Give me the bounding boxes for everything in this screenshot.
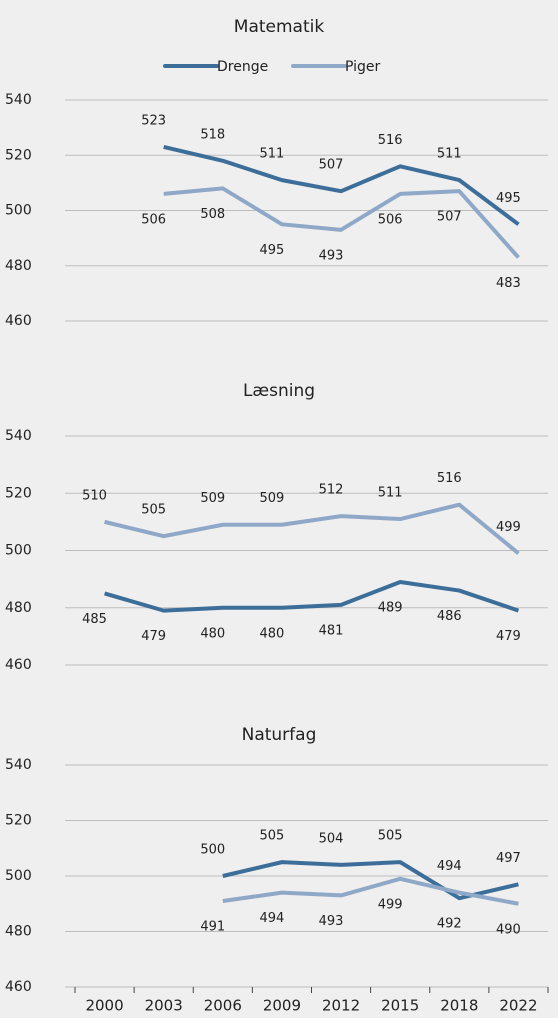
data-label: 481: [319, 623, 344, 638]
legend-label: Drenge: [217, 59, 268, 75]
y-tick-label: 540: [5, 92, 32, 108]
data-label: 486: [437, 609, 462, 624]
line: [163, 186, 520, 259]
data-label: 508: [200, 207, 225, 222]
x-tick-label: 2015: [381, 997, 419, 1015]
y-tick-label: 520: [5, 147, 32, 163]
chart-title: Naturfag: [242, 725, 317, 745]
data-label: 493: [319, 248, 344, 263]
data-label: 511: [437, 147, 462, 162]
x-tick-label: 2006: [204, 997, 242, 1015]
data-label: 485: [82, 612, 107, 627]
data-label: 511: [378, 486, 403, 501]
data-label: 480: [260, 626, 285, 641]
data-label: 489: [378, 600, 403, 615]
data-label: 505: [260, 829, 285, 844]
data-label: 516: [437, 471, 462, 486]
y-tick-label: 480: [5, 924, 32, 940]
line: [104, 502, 520, 555]
data-label: 490: [496, 922, 521, 937]
data-label: 494: [437, 859, 462, 874]
y-tick-label: 540: [5, 757, 32, 773]
data-label: 504: [319, 831, 344, 846]
x-tick-label: 2009: [263, 997, 301, 1015]
line: [163, 145, 520, 226]
data-label: 507: [319, 158, 344, 173]
x-tick-label: 2012: [322, 997, 360, 1015]
data-label: 505: [141, 503, 166, 518]
line: [104, 579, 520, 613]
data-label: 500: [200, 843, 225, 858]
y-tick-label: 460: [5, 313, 32, 329]
data-label: 512: [319, 483, 344, 498]
data-label: 507: [437, 210, 462, 225]
data-label: 483: [496, 276, 521, 291]
data-label: 499: [496, 520, 521, 535]
data-label: 505: [378, 829, 403, 844]
y-tick-label: 500: [5, 543, 32, 559]
x-tick-label: 2018: [440, 997, 478, 1015]
y-tick-label: 460: [5, 979, 32, 995]
y-tick-label: 480: [5, 600, 32, 616]
data-label: 518: [200, 127, 225, 142]
y-tick-label: 540: [5, 428, 32, 444]
data-label: 506: [378, 212, 403, 227]
data-label: 480: [200, 626, 225, 641]
data-label: 495: [260, 243, 285, 258]
data-label: 506: [141, 212, 166, 227]
y-tick-label: 520: [5, 813, 32, 829]
y-tick-label: 500: [5, 203, 32, 219]
data-label: 509: [200, 491, 225, 506]
x-tick-label: 2003: [145, 997, 183, 1015]
chart-title: Læsning: [243, 381, 315, 401]
y-tick-label: 480: [5, 258, 32, 274]
data-label: 497: [496, 851, 521, 866]
data-label: 511: [260, 147, 285, 162]
y-tick-label: 500: [5, 868, 32, 884]
chart-title: Matematik: [234, 17, 325, 37]
data-label: 479: [496, 629, 521, 644]
x-tick-label: 2000: [85, 997, 123, 1015]
y-tick-label: 460: [5, 657, 32, 673]
data-label: 509: [260, 491, 285, 506]
data-label: 516: [378, 133, 403, 148]
y-tick-label: 520: [5, 485, 32, 501]
data-label: 493: [319, 914, 344, 929]
legend-label: Piger: [345, 59, 381, 75]
data-label: 494: [260, 911, 285, 926]
line: [222, 876, 519, 906]
data-label: 479: [141, 629, 166, 644]
data-label: 510: [82, 488, 107, 503]
x-tick-label: 2022: [499, 997, 537, 1015]
data-label: 495: [496, 191, 521, 206]
data-label: 492: [437, 917, 462, 932]
data-label: 523: [141, 113, 166, 128]
data-label: 491: [200, 919, 225, 934]
data-label: 499: [378, 897, 403, 912]
